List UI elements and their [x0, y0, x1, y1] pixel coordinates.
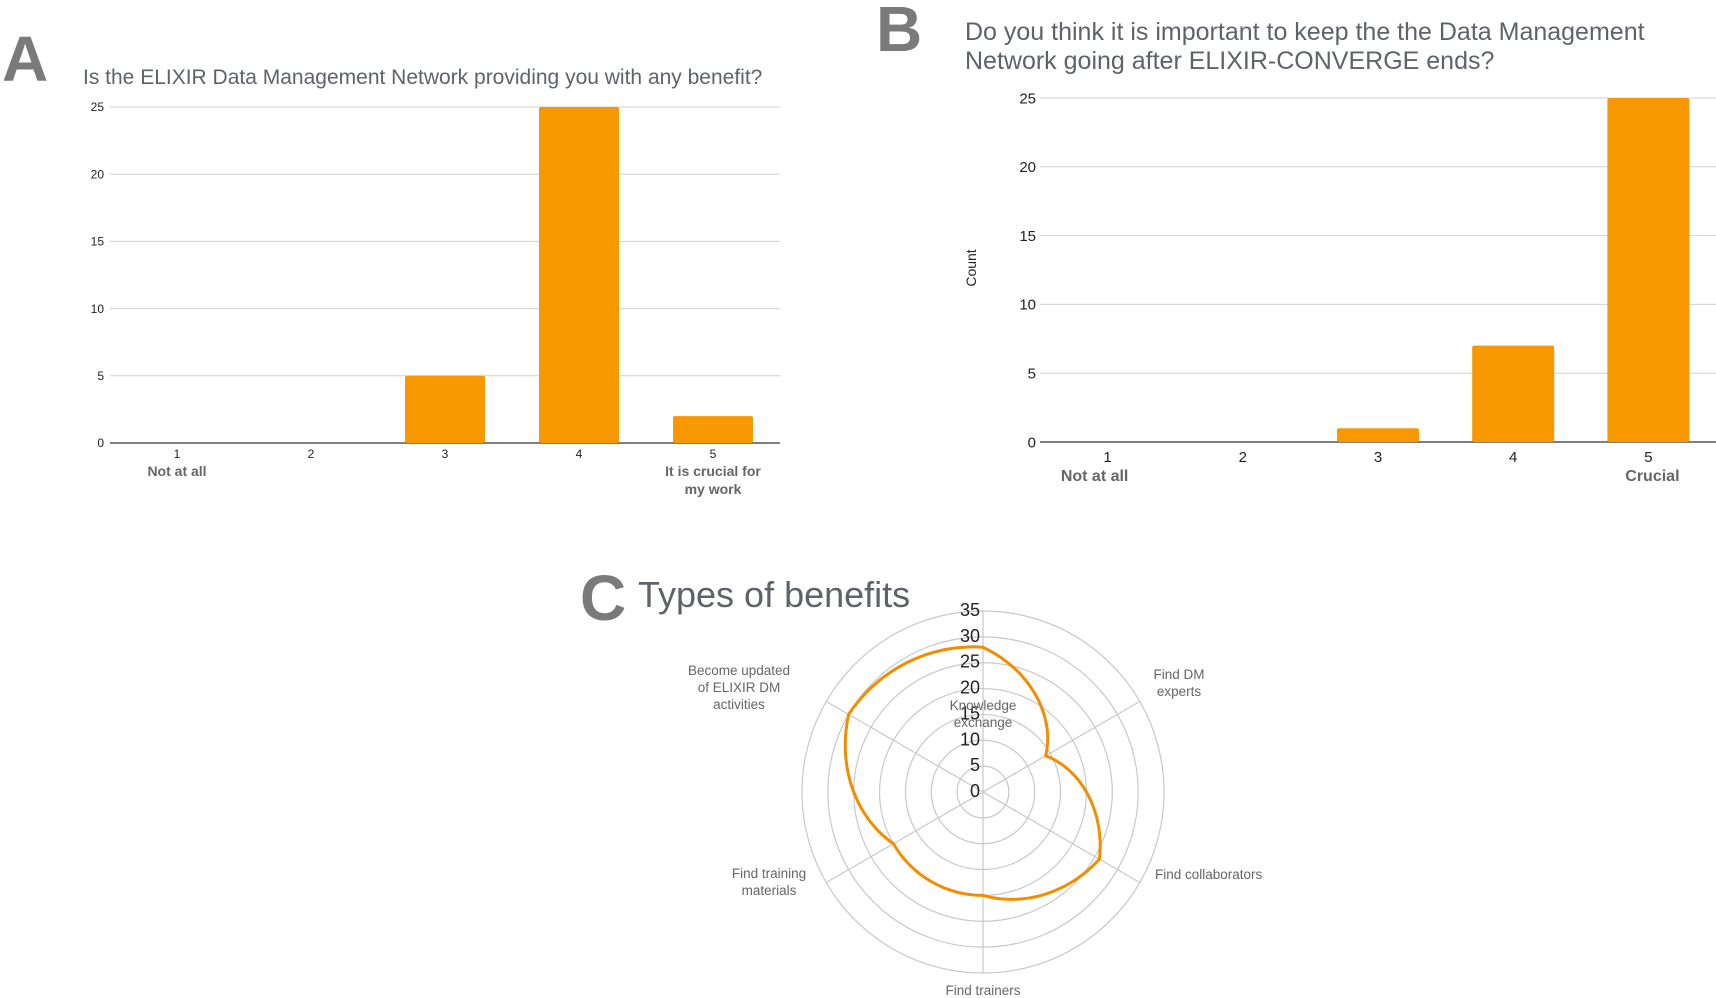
- a-y-tick-label: 0: [97, 436, 104, 450]
- c-radial-tick-label: 0: [970, 781, 980, 801]
- panel-c: C Types of benefits 0 5 10 15 20 25 30 35 Knowl…: [580, 562, 1263, 998]
- c-radial-tick-label: 10: [960, 729, 980, 749]
- c-axis-label: materials: [742, 883, 797, 898]
- panel-c-series: [843, 645, 1102, 901]
- b-x-tick-label: 5: [1644, 449, 1652, 466]
- c-spoke: [825, 700, 984, 793]
- panel-b-x-labels: 1 Not at all 2 3 4 5 Crucial: [1061, 449, 1680, 485]
- c-spoke: [982, 700, 1141, 793]
- a-x-sublabel: Not at all: [147, 463, 206, 479]
- c-radial-tick-label: 30: [960, 626, 980, 646]
- c-axis-label: experts: [1157, 684, 1202, 699]
- b-x-tick-label: 2: [1239, 449, 1247, 466]
- panel-c-radial-ticks: 0 5 10 15 20 25 30 35: [960, 600, 980, 801]
- b-x-sublabel: Not at all: [1061, 468, 1129, 485]
- panel-a-title: Is the ELIXIR Data Management Network pr…: [83, 66, 762, 89]
- c-series-line: [843, 645, 1102, 901]
- c-axis-label: Find collaborators: [1155, 867, 1263, 882]
- b-y-tick-label: 0: [1028, 434, 1036, 451]
- b-y-tick-label: 20: [1019, 159, 1036, 176]
- c-spoke: [982, 791, 1141, 884]
- panel-a-gridlines: [110, 106, 780, 444]
- panel-b: B Do you think it is important to keep t…: [876, 0, 1716, 485]
- panel-letter-c: C: [580, 562, 626, 634]
- c-axis-label: Find trainers: [945, 983, 1020, 998]
- panel-a-x-labels: 1 Not at all 2 3 4 5 It is crucial for my work: [147, 447, 761, 497]
- panel-b-title-line-2: Network going after ELIXIR-CONVERGE ends…: [965, 47, 1494, 75]
- a-x-tick-label: 5: [710, 447, 717, 461]
- a-bar: [539, 107, 619, 443]
- b-y-tick-label: 15: [1019, 228, 1036, 245]
- c-axis-label: Knowledge: [950, 698, 1017, 713]
- panel-c-spokes: [825, 611, 1141, 973]
- b-bar: [1472, 345, 1555, 442]
- b-y-tick-label: 25: [1019, 90, 1036, 107]
- a-x-tick-label: 1: [174, 447, 181, 461]
- b-bar: [1607, 98, 1690, 442]
- c-axis-label: Find DM: [1153, 667, 1204, 682]
- panel-letter-b: B: [876, 0, 922, 65]
- c-radial-tick-label: 5: [970, 755, 980, 775]
- a-x-sublabel: It is crucial for: [665, 463, 761, 479]
- panel-b-bars: [1337, 98, 1690, 442]
- a-x-tick-label: 4: [576, 447, 583, 461]
- c-radial-tick-label: 20: [960, 678, 980, 698]
- panel-a: A Is the ELIXIR Data Management Network …: [2, 23, 780, 497]
- c-radial-tick-label: 25: [960, 652, 980, 672]
- panel-a-y-ticks: 0 5 10 15 20 25: [91, 100, 105, 450]
- a-bar: [673, 416, 753, 443]
- c-axis-label: Become updated: [688, 663, 790, 678]
- a-x-tick-label: 3: [442, 447, 449, 461]
- a-bar: [405, 375, 485, 443]
- b-x-tick-label: 4: [1509, 449, 1517, 466]
- panel-c-axis-labels: Knowledge exchange Find DM experts Find coll…: [688, 663, 1263, 998]
- b-x-sublabel: Crucial: [1625, 468, 1679, 485]
- c-spoke: [825, 791, 984, 884]
- panel-a-bars: [405, 107, 753, 443]
- a-y-tick-label: 25: [91, 100, 105, 114]
- b-bar: [1337, 428, 1419, 442]
- a-x-sublabel: my work: [685, 481, 742, 497]
- b-x-tick-label: 1: [1103, 449, 1111, 466]
- b-x-tick-label: 3: [1374, 449, 1382, 466]
- panel-b-y-ticks: 0 5 10 15 20 25: [1019, 90, 1036, 451]
- panel-letter-a: A: [2, 23, 48, 95]
- c-axis-label: activities: [713, 697, 765, 712]
- a-y-tick-label: 15: [91, 235, 105, 249]
- a-y-tick-label: 10: [91, 302, 105, 316]
- c-axis-label: Find training: [732, 866, 806, 881]
- panel-b-title-line-1: Do you think it is important to keep the…: [965, 18, 1645, 46]
- a-y-tick-label: 5: [97, 369, 104, 383]
- b-y-tick-label: 10: [1019, 297, 1036, 314]
- a-y-tick-label: 20: [91, 167, 105, 181]
- panel-c-title: Types of benefits: [638, 574, 910, 615]
- panel-b-y-axis-label: Count: [963, 249, 979, 286]
- c-radial-tick-label: 35: [960, 600, 980, 620]
- c-radial-tick-label: 15: [960, 703, 980, 723]
- c-axis-label: of ELIXIR DM: [698, 680, 781, 695]
- b-y-tick-label: 5: [1028, 365, 1036, 382]
- a-x-tick-label: 2: [308, 447, 315, 461]
- c-axis-label: exchange: [954, 715, 1013, 730]
